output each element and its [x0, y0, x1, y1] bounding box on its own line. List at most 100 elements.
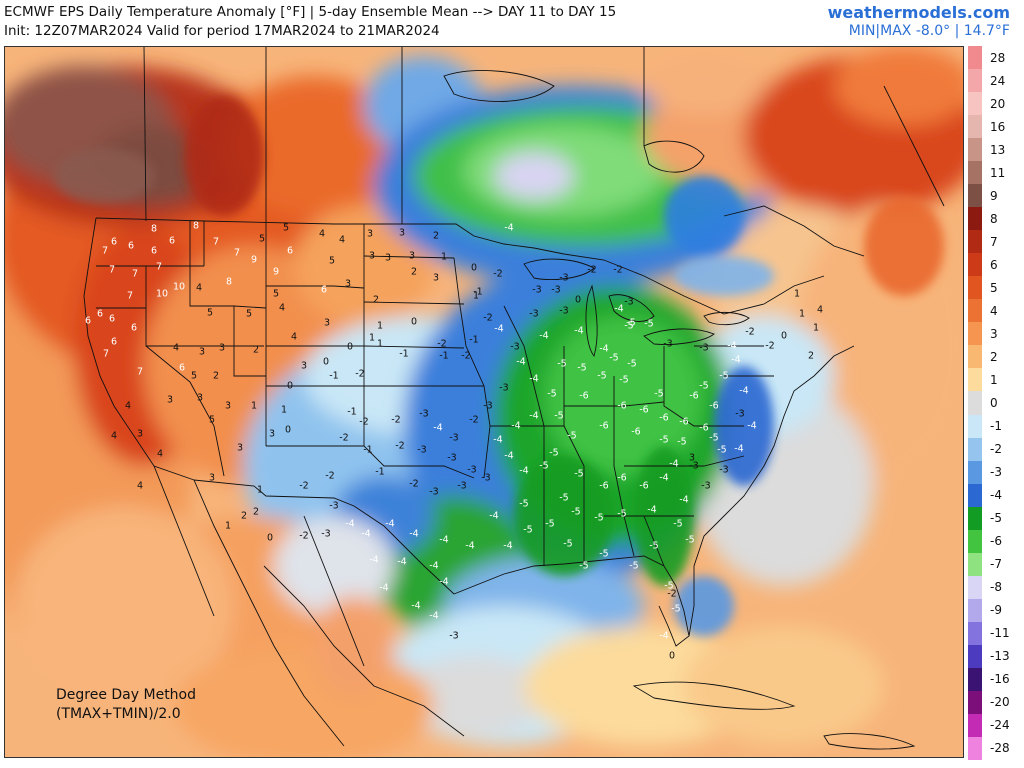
anomaly-value-label: 6 [151, 246, 157, 257]
anomaly-value-label: -5 [626, 318, 635, 329]
anomaly-value-label: -5 [571, 507, 580, 518]
anomaly-value-label: 1 [281, 405, 287, 416]
anomaly-value-label: 3 [324, 318, 330, 329]
anomaly-value-label: 7 [127, 291, 133, 302]
anomaly-value-label: 5 [209, 415, 215, 426]
boundaries [83, 46, 945, 750]
colorbar-label: -20 [990, 695, 1010, 710]
colorbar-label: -4 [990, 488, 1002, 503]
anomaly-value-label: -4 [379, 583, 388, 594]
anomaly-value-label: -4 [494, 324, 503, 335]
anomaly-value-label: 9 [251, 255, 257, 266]
anomaly-value-label: 0 [781, 331, 787, 342]
anomaly-value-label: -4 [411, 601, 420, 612]
anomaly-value-label: -5 [685, 535, 694, 546]
colorbar-swatch [968, 299, 982, 323]
min-max-readout: MIN|MAX -8.0° | 14.7°F [848, 23, 1010, 39]
colorbar-label: 2 [990, 349, 998, 364]
anomaly-value-label: 7 [102, 246, 108, 257]
colorbar-swatch [968, 713, 982, 737]
colorbar-entry: 6 [968, 253, 1020, 277]
anomaly-value-label: -2 [667, 589, 676, 600]
anomaly-value-label: 0 [575, 295, 581, 306]
title-line-1: ECMWF EPS Daily Temperature Anomaly [°F]… [4, 4, 617, 20]
anomaly-value-label: 2 [241, 511, 247, 522]
colorbar-swatch [968, 644, 982, 668]
anomaly-value-label: 4 [279, 303, 285, 314]
anomaly-value-label: -3 [529, 309, 538, 320]
anomaly-value-label: -5 [617, 509, 626, 520]
colorbar-swatch [968, 552, 982, 576]
colorbar-swatch [968, 575, 982, 599]
anomaly-value-label: -3 [447, 453, 456, 464]
anomaly-value-label: 4 [291, 332, 297, 343]
anomaly-value-label: 5 [246, 309, 252, 320]
anomaly-value-label: -5 [559, 493, 568, 504]
anomaly-value-label: -6 [617, 401, 626, 412]
anomaly-value-label: 8 [151, 224, 157, 235]
anomaly-value-label: 9 [273, 267, 279, 278]
colorbar-label: -8 [990, 580, 1002, 595]
anomaly-value-label: 1 [799, 309, 805, 320]
anomaly-value-label: -2 [391, 415, 400, 426]
anomaly-value-label: -4 [397, 557, 406, 568]
colorbar-label: 3 [990, 326, 998, 341]
anomaly-value-label: 6 [85, 316, 91, 327]
anomaly-value-label: -6 [617, 473, 626, 484]
colorbar-entry: 28 [968, 46, 1020, 70]
colorbar-entry: -3 [968, 460, 1020, 484]
anomaly-value-label: 3 [199, 347, 205, 358]
anomaly-value-label: 7 [132, 269, 138, 280]
colorbar-label: -6 [990, 534, 1002, 549]
anomaly-value-label: -2 [461, 351, 470, 362]
anomaly-value-label: -3 [701, 481, 710, 492]
anomaly-value-label: 2 [433, 231, 439, 242]
colorbar-swatch [968, 667, 982, 691]
anomaly-value-label: -3 [624, 297, 633, 308]
anomaly-value-label: -3 [551, 285, 560, 296]
anomaly-value-label: -5 [709, 433, 718, 444]
colorbar-entry: -1 [968, 414, 1020, 438]
brand-link[interactable]: weathermodels.com [827, 3, 1010, 22]
anomaly-value-label: 0 [471, 263, 477, 274]
colorbar-label: 1 [990, 372, 998, 387]
title-line-2: Init: 12Z07MAR2024 Valid for period 17MA… [4, 23, 440, 39]
colorbar-swatch [968, 207, 982, 231]
anomaly-value-label: 3 [367, 229, 373, 240]
anomaly-value-label: 4 [125, 401, 131, 412]
anomaly-value-label: 3 [219, 343, 225, 354]
anomaly-value-label: 10 [173, 282, 185, 293]
anomaly-value-label: -5 [649, 541, 658, 552]
anomaly-value-label: -1 [439, 351, 448, 362]
anomaly-value-label: -4 [659, 473, 668, 484]
anomaly-value-label: 4 [173, 343, 179, 354]
anomaly-value-label: -5 [574, 469, 583, 480]
anomaly-value-label: -4 [734, 444, 743, 455]
anomaly-value-label: -5 [547, 389, 556, 400]
anomaly-value-label: 7 [137, 367, 143, 378]
colorbar-label: -13 [990, 649, 1010, 664]
anomaly-value-label: -4 [614, 304, 623, 315]
colorbar-label: 6 [990, 257, 998, 272]
anomaly-value-label: -5 [664, 581, 673, 592]
anomaly-value-label: 4 [111, 431, 117, 442]
colorbar-label: -9 [990, 603, 1002, 618]
anomaly-value-label: 6 [97, 309, 103, 320]
anomaly-value-label: 1 [794, 289, 800, 300]
anomaly-value-label: 4 [319, 229, 325, 240]
anomaly-value-label: 0 [411, 317, 417, 328]
anomaly-value-label: -6 [699, 423, 708, 434]
anomaly-value-label: -4 [429, 561, 438, 572]
anomaly-value-label: -4 [511, 421, 520, 432]
anomaly-value-label: -6 [639, 405, 648, 416]
anomaly-value-label: -4 [493, 435, 502, 446]
colorbar-entry: 0 [968, 391, 1020, 415]
anomaly-value-label: 1 [257, 485, 263, 496]
anomaly-value-label: -5 [567, 431, 576, 442]
colorbar-entry: 11 [968, 161, 1020, 185]
anomaly-value-label: -4 [504, 451, 513, 462]
anomaly-value-label: -4 [529, 374, 538, 385]
anomaly-value-label: 5 [207, 308, 213, 319]
